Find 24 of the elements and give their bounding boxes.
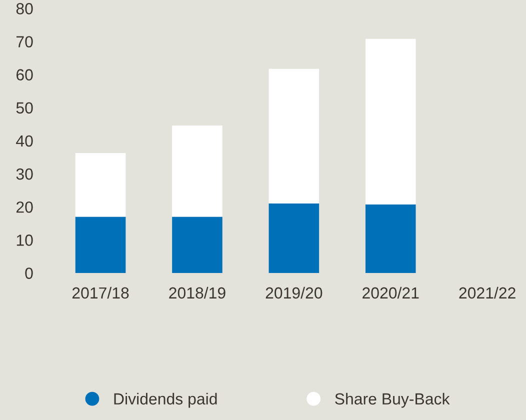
y-tick-label: 60 [16,69,33,80]
bar [268,204,320,273]
x-tick-label: 2018/19 [169,286,226,299]
bar [75,216,126,273]
y-tick-label: 70 [16,36,33,48]
y-tick-label: 30 [16,168,33,180]
legend-label: Dividends paid [114,392,217,408]
bar [268,68,320,204]
bar [365,204,416,273]
bar [172,216,222,273]
y-tick-label: 20 [16,201,33,213]
x-tick-label: 2021/22 [459,286,516,299]
y-tick-label: 50 [16,102,33,114]
y-tick-label: 40 [16,135,33,147]
x-tick-label: 2017/18 [72,286,129,299]
x-tick-label: 2019/20 [266,286,322,299]
y-tick-label: 10 [16,234,33,246]
y-tick-label: 80 [16,3,33,14]
y-tick-label: 0 [25,268,33,279]
legend-label: Share Buy-Back [335,392,450,408]
x-tick-label: 2020/21 [362,286,419,299]
bar [172,125,222,217]
bar [365,38,416,205]
bar [75,152,126,217]
